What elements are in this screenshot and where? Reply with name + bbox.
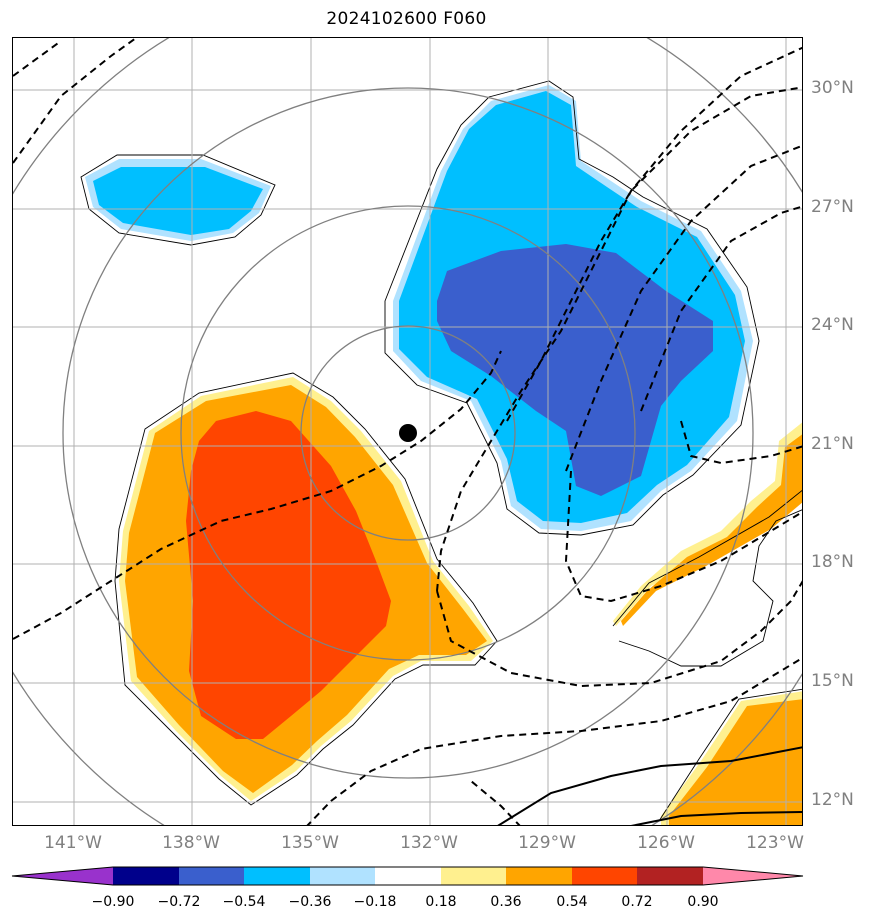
positive-anomaly-core — [186, 411, 391, 739]
lat-label-24n: 24°N — [811, 315, 854, 335]
colorbar — [11, 866, 804, 886]
lat-label-12n: 12°N — [811, 790, 854, 810]
colorbar-tick-4: −0.36 — [288, 894, 332, 910]
lon-label-141w: 141°W — [44, 833, 102, 853]
dashed-contours — [13, 38, 802, 825]
lat-label-27n: 27°N — [811, 197, 854, 217]
colorbar-tick-10: 0.90 — [687, 894, 719, 910]
colorbar-bin-3 — [244, 867, 310, 885]
lon-label-123w: 123°W — [746, 833, 804, 853]
colorbar-bin-5 — [375, 867, 441, 885]
lat-label-18n: 18°N — [811, 552, 854, 572]
colorbar-tick-5: −0.18 — [353, 894, 397, 910]
colorbar-bin-6 — [441, 867, 506, 885]
lon-label-126w: 126°W — [637, 833, 695, 853]
colorbar-tick-3: −0.54 — [222, 894, 266, 910]
colorbar-tick-9: 0.72 — [621, 894, 653, 910]
lat-label-21n: 21°N — [811, 434, 854, 454]
colorbar-bin-9 — [637, 867, 703, 885]
colorbar-tick-6: 0.18 — [425, 894, 457, 910]
colorbar-tick-7: 0.36 — [490, 894, 522, 910]
colorbar-bin-4 — [310, 867, 375, 885]
lon-label-138w: 138°W — [162, 833, 220, 853]
negative-anomaly-core — [437, 244, 713, 496]
colorbar-bin-8 — [572, 867, 637, 885]
range-rings — [13, 38, 802, 825]
colorbar-outline — [11, 866, 804, 886]
lon-label-135w: 135°W — [281, 833, 339, 853]
lat-label-15n: 15°N — [811, 671, 854, 691]
lon-label-132w: 132°W — [400, 833, 458, 853]
colorbar-bin-7 — [506, 867, 572, 885]
colorbar-tick-8: 0.54 — [556, 894, 588, 910]
colorbar-tick-2: −0.72 — [157, 894, 201, 910]
map-panel — [12, 37, 803, 826]
colorbar-extend-low — [12, 867, 113, 885]
colorbar-bin-1 — [113, 867, 179, 885]
colorbar-bin-2 — [179, 867, 244, 885]
colorbar-extend-high — [703, 867, 803, 885]
solid-contours — [497, 746, 802, 825]
storm-center-marker — [399, 424, 417, 442]
colorbar-tick-1: −0.90 — [91, 894, 135, 910]
map-title: 2024102600 F060 — [326, 9, 487, 29]
lon-label-129w: 129°W — [518, 833, 576, 853]
lat-label-30n: 30°N — [811, 78, 854, 98]
